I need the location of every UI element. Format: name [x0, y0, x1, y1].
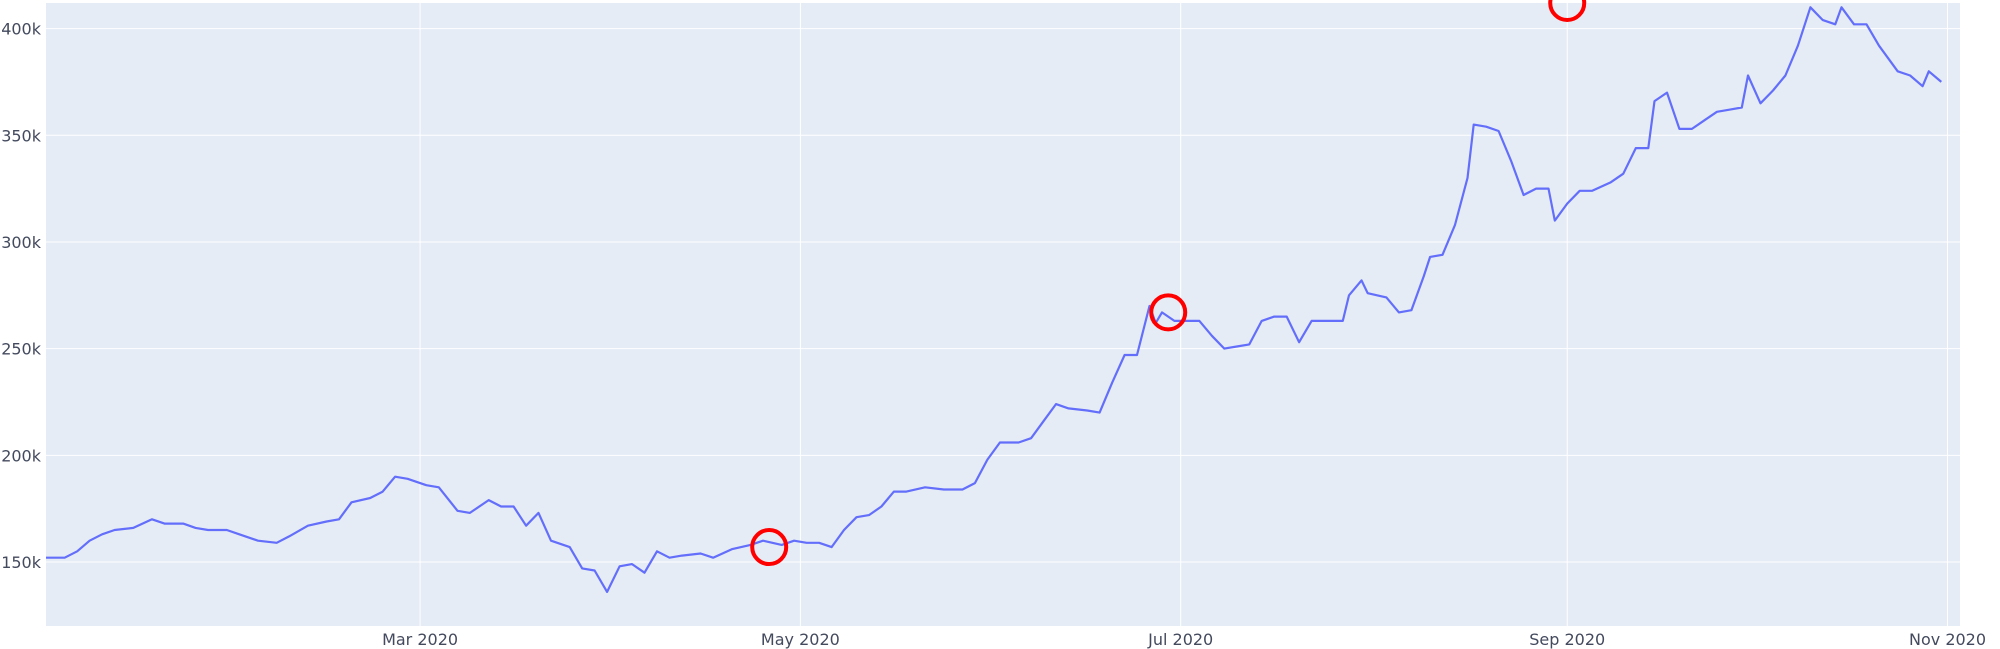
plot-background: [46, 3, 1960, 626]
highlight-circle: [1548, 0, 1587, 22]
highlight-circle: [750, 528, 789, 567]
y-tick-label: 200k: [1, 446, 42, 465]
y-tick-label: 400k: [1, 20, 42, 39]
y-tick-label: 250k: [1, 340, 42, 359]
highlight-markers: [750, 0, 1587, 567]
y-tick-label: 350k: [1, 126, 42, 145]
x-tick-label: Sep 2020: [1529, 630, 1605, 649]
x-tick-label: May 2020: [761, 630, 840, 649]
x-tick-label: Nov 2020: [1909, 630, 1986, 649]
x-tick-label: Mar 2020: [382, 630, 458, 649]
y-tick-label: 150k: [1, 553, 42, 572]
x-tick-label: Jul 2020: [1147, 630, 1213, 649]
highlight-circle: [1149, 293, 1188, 332]
x-axis-tick-labels: Mar 2020 May 2020 Jul 2020 Sep 2020 Nov 2020: [382, 630, 1986, 649]
y-gridlines: [46, 28, 1960, 563]
x-gridlines: [419, 3, 1949, 626]
y-tick-label: 300k: [1, 233, 42, 252]
y-axis-tick-labels: 150k 200k 250k 300k 350k 400k: [1, 20, 42, 572]
data-line: [46, 6, 1943, 593]
